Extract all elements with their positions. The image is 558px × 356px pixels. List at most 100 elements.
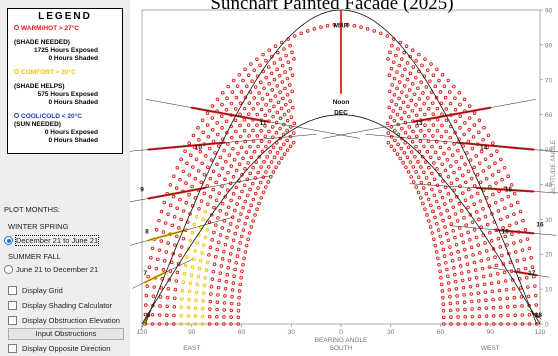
sun-position-dot xyxy=(222,249,226,254)
sun-position-dot xyxy=(427,219,431,223)
sun-position-dot xyxy=(394,53,398,58)
sun-position-dot xyxy=(228,222,233,226)
checkbox-icon[interactable] xyxy=(8,286,17,295)
radio-button-icon[interactable] xyxy=(4,265,13,274)
sun-position-dot xyxy=(279,106,284,111)
sun-position-dot xyxy=(179,305,184,310)
sun-position-dot xyxy=(400,90,404,94)
direction-label: EAST xyxy=(183,345,200,352)
sun-position-dot xyxy=(429,203,433,208)
sun-position-dot xyxy=(407,135,411,139)
y-tick-label: 20 xyxy=(545,252,553,259)
radio-june-to-december[interactable]: June 21 to December 21 xyxy=(4,265,98,274)
sun-position-dot xyxy=(278,146,283,151)
sun-position-dot xyxy=(278,116,283,121)
sun-position-dot xyxy=(441,302,446,306)
sun-position-dot xyxy=(403,120,408,125)
sun-position-dot xyxy=(484,322,489,326)
sun-position-dot xyxy=(244,84,249,89)
display-opposite-direction-checkbox[interactable]: Display Opposite Direction xyxy=(8,344,110,353)
display-shading-calculator-checkbox[interactable]: Display Shading Calculator xyxy=(8,301,112,310)
sun-position-dot xyxy=(207,253,211,257)
sun-position-dot xyxy=(393,128,397,133)
sun-position-dot xyxy=(411,165,416,169)
sun-position-dot xyxy=(233,118,238,123)
sun-position-dot xyxy=(467,116,472,120)
sun-position-dot xyxy=(416,86,420,91)
sun-position-dot xyxy=(520,304,524,308)
sun-position-dot xyxy=(227,153,232,157)
radio-button-icon[interactable] xyxy=(4,236,13,245)
sun-position-dot xyxy=(181,236,186,241)
display-obstruction-elevation-checkbox[interactable]: Display Obstruction Elevation xyxy=(8,316,120,325)
display-grid-checkbox[interactable]: Display Grid xyxy=(8,286,63,295)
checkbox-icon[interactable] xyxy=(8,316,17,325)
sun-position-dot xyxy=(164,250,169,254)
legend-warm-hot-label: WARM/HOT > 27°C xyxy=(21,25,80,32)
sun-position-dot xyxy=(466,269,471,274)
sun-position-dot xyxy=(229,198,233,203)
sun-position-dot xyxy=(180,297,184,301)
sun-position-dot xyxy=(230,294,234,299)
sun-position-dot xyxy=(451,265,456,270)
sun-position-dot xyxy=(243,250,248,254)
sun-position-dot xyxy=(214,322,219,326)
display-opposite-direction-label[interactable]: Display Opposite Direction xyxy=(22,344,111,353)
sun-position-dot xyxy=(461,191,465,195)
checkbox-icon[interactable] xyxy=(8,344,17,353)
sun-position-dot xyxy=(446,192,451,196)
sun-position-dot xyxy=(483,241,487,245)
sun-position-dot xyxy=(226,84,230,89)
sun-position-dot xyxy=(172,322,176,326)
sun-position-dot xyxy=(290,50,294,55)
sun-position-dot xyxy=(420,63,424,68)
radio-december-to-june[interactable]: December 21 to June 21 xyxy=(4,235,100,246)
sun-position-dot xyxy=(239,212,243,216)
sun-position-dot xyxy=(288,43,292,48)
sun-position-dot xyxy=(433,84,438,89)
sun-position-dot xyxy=(204,268,209,272)
sun-position-dot xyxy=(217,278,222,283)
sun-position-dot xyxy=(150,246,155,251)
sun-position-dot xyxy=(484,249,489,253)
sun-position-dot xyxy=(490,212,494,216)
sun-position-dot xyxy=(467,104,472,108)
sun-position-dot xyxy=(438,234,443,239)
sun-position-dot xyxy=(215,121,219,125)
sun-position-dot xyxy=(411,180,416,184)
sun-position-dot xyxy=(414,185,418,189)
sun-position-dot xyxy=(453,279,458,284)
display-obstruction-elevation-label[interactable]: Display Obstruction Elevation xyxy=(22,316,120,325)
sun-position-dot xyxy=(433,243,438,248)
sun-position-dot xyxy=(159,239,164,243)
sun-position-dot xyxy=(455,195,459,199)
sun-position-dot xyxy=(508,260,513,265)
sun-position-dot xyxy=(435,106,440,111)
sun-position-dot xyxy=(216,285,221,290)
sun-position-dot xyxy=(414,134,419,139)
display-shading-calculator-label[interactable]: Display Shading Calculator xyxy=(22,301,113,310)
sun-position-dot xyxy=(479,149,484,154)
sun-position-dot xyxy=(447,215,452,220)
sun-position-dot xyxy=(242,106,247,111)
checkbox-icon[interactable] xyxy=(8,301,17,310)
sun-position-dot xyxy=(235,84,240,88)
display-grid-label[interactable]: Display Grid xyxy=(22,286,63,295)
sun-position-dot xyxy=(237,218,241,223)
sun-position-dot xyxy=(193,314,198,318)
sun-position-dot xyxy=(444,129,448,134)
month-label: DEC xyxy=(334,110,348,117)
hour-line xyxy=(489,267,550,278)
sun-position-dot xyxy=(414,103,418,107)
input-obstructions-button[interactable]: Input Obstructions xyxy=(8,328,124,340)
radio-december-to-june-label[interactable]: December 21 to June 21 xyxy=(14,235,100,246)
sun-position-dot xyxy=(411,65,416,69)
radio-june-to-december-label[interactable]: June 21 to December 21 xyxy=(16,265,99,274)
sun-position-dot xyxy=(271,135,275,139)
sun-position-dot xyxy=(224,159,228,164)
sun-position-dot xyxy=(285,118,290,123)
sun-position-dot xyxy=(238,134,243,139)
sun-position-dot xyxy=(214,198,219,203)
sun-position-dot xyxy=(509,203,514,208)
sun-position-dot xyxy=(395,86,399,91)
